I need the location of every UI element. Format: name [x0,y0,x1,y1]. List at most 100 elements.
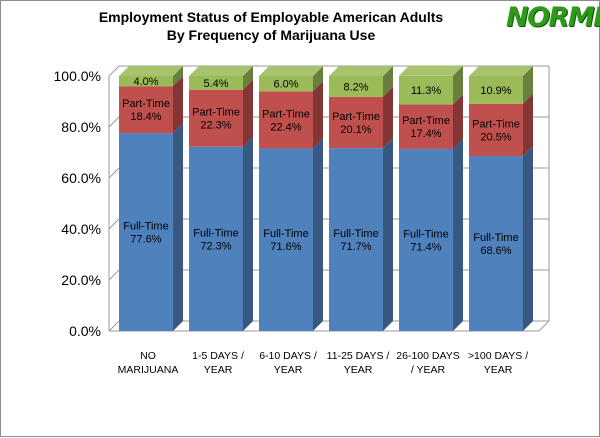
bar-segment-side [313,66,323,92]
bar-data-label: Part-Time [332,111,380,123]
x-category-label: MARIJUANA [118,364,179,376]
bar-data-label: 72.3% [200,240,231,252]
bar-data-label: Part-Time [472,118,520,130]
bar-segment-side [313,138,323,331]
y-tick-label: 60.0% [61,170,101,186]
bar-data-label: Part-Time [122,98,170,110]
bar-segment-side [243,79,253,147]
bar-segment-side [383,86,393,149]
x-category-label: 6-10 DAYS / [259,350,317,362]
bar-data-label: 68.6% [480,245,511,257]
bar-segment-side [243,136,253,331]
bar-segment-top [469,66,533,76]
bar-segment-front [189,76,243,90]
bar-segment-top [259,66,323,76]
gridline-diagonal [108,269,120,281]
bar-data-label: 22.4% [270,121,301,133]
bar-segment-side [173,76,183,134]
bar-data-label: 17.4% [410,128,441,140]
x-category-label: 26-100 DAYS [396,350,459,362]
x-category-label: >100 DAYS / [468,350,528,362]
bar-data-label: Full-Time [123,221,168,233]
gridline-diagonal [108,116,120,128]
x-category-label: 1-5 DAYS / [192,350,244,362]
x-category-label: / YEAR [411,364,446,376]
x-category-label: NO [140,350,156,362]
x-category-label: YEAR [274,364,303,376]
bar-data-label: 71.4% [410,241,441,253]
bar-data-label: 71.7% [340,241,371,253]
gridline-diagonal [108,218,120,230]
bar-segment-side [313,81,323,149]
bar-segment-top [119,66,183,76]
bar-data-label: Full-Time [263,228,308,240]
floor-edge [538,320,550,332]
bar-data-label: 22.3% [200,120,231,132]
bar-segment-front [189,89,243,147]
bar-segment-front [469,156,523,331]
bar-data-label: Part-Time [262,108,310,120]
chart-title: Employment Status of Employable American… [1,8,541,44]
bar-data-label: Full-Time [403,228,448,240]
bar-segment-side [453,94,463,149]
bar-data-label: 8.2% [343,81,368,93]
bar-segment-top [399,65,463,76]
x-category-label: YEAR [204,364,233,376]
bar-segment-front [399,75,453,105]
bar-data-label: Full-Time [193,227,238,239]
bar-data-label: 5.4% [203,78,228,90]
gridline-diagonal [108,65,120,77]
bar-data-label: 77.6% [130,234,161,246]
bar-data-label: Part-Time [402,115,450,127]
bar-segment-side [173,123,183,332]
bar-segment-side [523,146,533,331]
bar-segment-side [243,66,253,90]
bar-segment-side [383,138,393,331]
bar-segment-front [119,76,173,87]
bar-segment-front [189,146,243,331]
bar-segment-side [523,66,533,104]
bar-segment-front [329,76,383,97]
bar-segment-front [399,148,453,331]
gridline-diagonal [108,167,120,179]
bar-segment-front [259,76,313,92]
bar-segment-front [399,104,453,149]
bar-segment-side [523,93,533,157]
gridline-diagonal [108,320,120,332]
x-category-label: 11-25 DAYS / [327,350,390,362]
bar-segment-top [329,66,393,76]
bar-segment-front [259,148,313,331]
bar-data-label: 6.0% [273,79,298,91]
bar-segment-front [259,91,313,149]
bar-data-label: 20.5% [480,131,511,143]
y-tick-label: 0.0% [69,323,101,339]
bar-segment-front [329,148,383,331]
bar-segment-side [453,65,463,105]
bar-data-label: 4.0% [133,76,158,88]
bar-data-label: 18.4% [130,111,161,123]
y-tick-label: 100.0% [54,68,101,84]
bar-data-label: Part-Time [192,107,240,119]
bar-data-label: 20.1% [340,124,371,136]
bar-data-label: 71.6% [270,241,301,253]
bar-data-label: Full-Time [473,232,518,244]
bar-segment-side [173,66,183,87]
chart-title-line-2: By Frequency of Marijuana Use [166,27,376,43]
y-tick-label: 80.0% [61,119,101,135]
bar-data-label: Full-Time [333,228,378,240]
x-category-label: YEAR [484,364,513,376]
y-tick-label: 20.0% [61,272,101,288]
bar-data-label: 11.3% [411,85,442,97]
bar-data-label: 10.9% [480,85,511,97]
bar-segment-top [189,66,253,76]
bar-segment-front [469,76,523,104]
chart-title-line-1: Employment Status of Employable American… [98,9,444,25]
bar-segment-side [453,138,463,331]
bar-segment-front [329,96,383,149]
